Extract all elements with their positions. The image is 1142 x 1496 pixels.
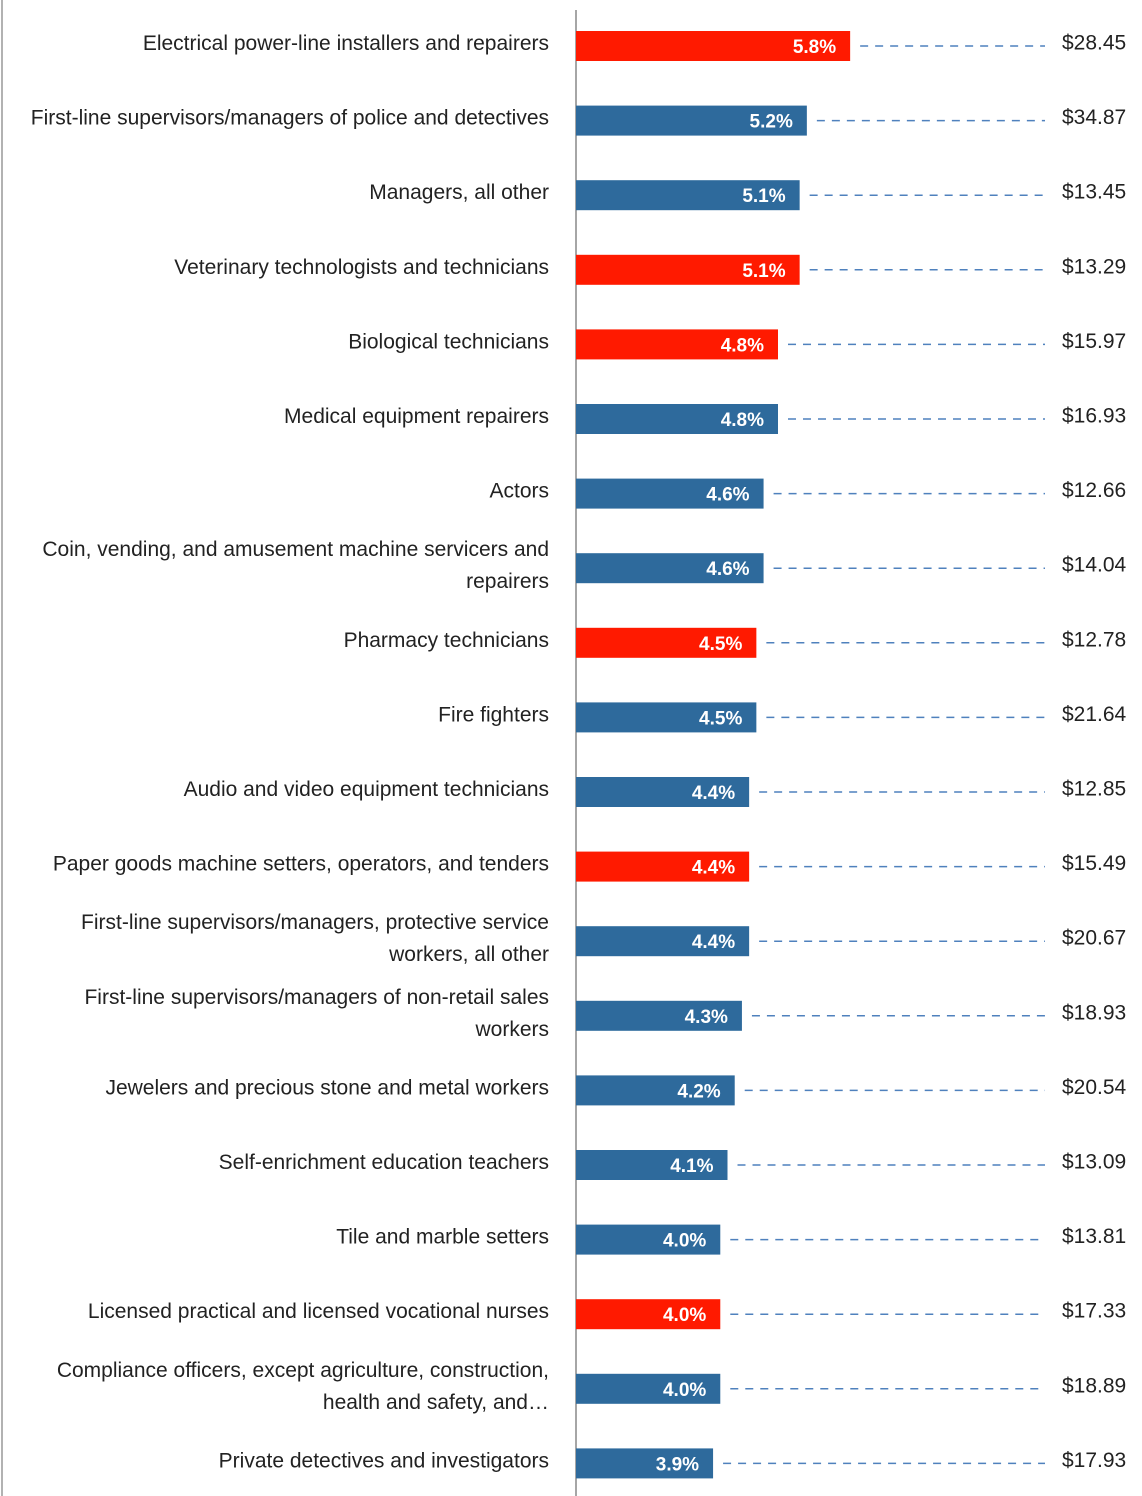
- bar: [576, 1448, 714, 1479]
- bar: [576, 1224, 721, 1255]
- wage-label: $12.78: [1062, 628, 1126, 651]
- wage-label: $12.85: [1062, 778, 1126, 801]
- wage-label: $18.89: [1062, 1374, 1126, 1397]
- bar: [576, 478, 764, 509]
- category-label: Coin, vending, and amusement machine ser…: [42, 538, 549, 593]
- bar: [576, 1075, 735, 1106]
- wage-label: $20.54: [1062, 1076, 1127, 1099]
- wage-label: $16.93: [1062, 405, 1126, 428]
- wage-label: $17.93: [1062, 1449, 1126, 1472]
- wage-label: $17.33: [1062, 1300, 1126, 1323]
- bar: [576, 777, 750, 807]
- category-label: Private detectives and investigators: [219, 1449, 549, 1472]
- wage-label: $20.67: [1062, 927, 1126, 950]
- category-label: Electrical power-line installers and rep…: [143, 32, 549, 55]
- bar-label: 5.8%: [793, 37, 836, 58]
- bar-label: 4.0%: [663, 1305, 706, 1326]
- category-label: Compliance officers, except agriculture,…: [57, 1358, 549, 1413]
- bar-label: 5.1%: [742, 261, 785, 282]
- wage-label: $21.64: [1062, 703, 1127, 726]
- wage-label: $13.45: [1062, 181, 1126, 204]
- bar-label: 4.1%: [670, 1156, 713, 1177]
- bar-label: 3.9%: [656, 1454, 699, 1475]
- category-label: Pharmacy technicians: [344, 628, 549, 651]
- bar: [576, 105, 807, 136]
- category-label: Self-enrichment education teachers: [219, 1151, 549, 1174]
- wage-label: $15.49: [1062, 852, 1126, 875]
- bar-label: 4.5%: [699, 634, 742, 655]
- wage-label: $13.09: [1062, 1151, 1126, 1174]
- wage-label: $12.66: [1062, 479, 1126, 502]
- wage-label: $34.87: [1062, 106, 1126, 129]
- bar: [576, 180, 800, 211]
- bar-label: 4.3%: [685, 1007, 728, 1028]
- wage-label: $15.97: [1062, 330, 1126, 353]
- bar-label: 4.8%: [721, 410, 764, 431]
- bar-label: 4.4%: [692, 783, 735, 804]
- category-label: Licensed practical and licensed vocation…: [88, 1300, 549, 1323]
- category-label: Fire fighters: [438, 703, 549, 726]
- bar: [576, 31, 851, 61]
- category-label: First-line supervisors/managers, protect…: [81, 911, 549, 966]
- category-label: Paper goods machine setters, operators, …: [53, 852, 549, 875]
- bar: [576, 1000, 742, 1031]
- bar-label: 5.2%: [750, 112, 793, 133]
- category-label: Veterinary technologists and technicians: [174, 255, 549, 278]
- bar: [576, 851, 750, 882]
- wage-label: $14.04: [1062, 554, 1127, 577]
- bar-label: 5.1%: [742, 186, 785, 207]
- bar-label: 4.0%: [663, 1380, 706, 1401]
- bar-label: 4.0%: [663, 1231, 706, 1252]
- category-label: Audio and video equipment technicians: [184, 778, 549, 801]
- wage-label: $28.45: [1062, 32, 1126, 55]
- category-label: Jewelers and precious stone and metal wo…: [105, 1076, 549, 1099]
- category-label: Managers, all other: [369, 181, 549, 204]
- wage-label: $13.29: [1062, 255, 1126, 278]
- bar-label: 4.8%: [721, 335, 764, 356]
- category-label: First-line supervisors/managers of polic…: [31, 106, 549, 129]
- bar-label: 4.6%: [706, 559, 749, 580]
- category-label: Tile and marble setters: [336, 1225, 549, 1248]
- category-label: First-line supervisors/managers of non-r…: [84, 985, 549, 1040]
- category-label: Medical equipment repairers: [284, 405, 549, 428]
- bar: [576, 404, 778, 434]
- bar: [576, 702, 757, 733]
- bar: [576, 1299, 721, 1330]
- wage-label: $18.93: [1062, 1001, 1126, 1024]
- bar: [576, 1150, 728, 1180]
- bar-label: 4.6%: [706, 485, 749, 506]
- bar-label: 4.4%: [692, 932, 735, 953]
- bar-label: 4.2%: [677, 1081, 720, 1102]
- bar: [576, 329, 778, 360]
- category-label: Biological technicians: [348, 330, 549, 353]
- bar: [576, 553, 764, 584]
- bar-label: 4.4%: [692, 858, 735, 879]
- wage-label: $13.81: [1062, 1225, 1126, 1248]
- bar: [576, 926, 750, 957]
- bar: [576, 254, 800, 285]
- category-label: Actors: [489, 479, 549, 502]
- bar: [576, 627, 757, 658]
- bar-label: 4.5%: [699, 708, 742, 729]
- bar: [576, 1373, 721, 1404]
